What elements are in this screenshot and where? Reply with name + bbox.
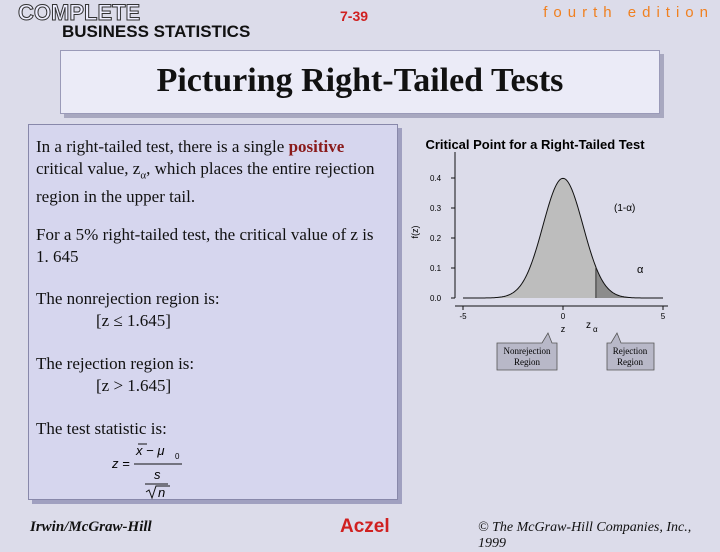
area-label: α bbox=[637, 264, 644, 276]
brand: BUSINESS STATISTICS bbox=[62, 22, 251, 41]
axis-label: z bbox=[561, 324, 566, 334]
callout-label: Nonrejection bbox=[504, 346, 551, 356]
critical-label: z bbox=[586, 320, 591, 331]
nonrejection-area bbox=[463, 178, 596, 298]
callout-label: Region bbox=[514, 357, 540, 367]
x-tick-label: -5 bbox=[459, 312, 467, 321]
y-tick-label: 0.0 bbox=[430, 294, 442, 303]
paragraph: The nonrejection region is: bbox=[36, 289, 220, 308]
formula-numerator: x − μ bbox=[135, 443, 164, 458]
figure: z = x − μ 0 s n Critical Point for a Rig… bbox=[111, 137, 668, 500]
footer-right: © The McGraw-Hill Companies, Inc., 1999 bbox=[478, 520, 692, 551]
emphasis: positive bbox=[288, 137, 345, 156]
text: critical value, z bbox=[36, 159, 141, 178]
y-tick-label: 0.4 bbox=[430, 174, 442, 183]
callout-label: Region bbox=[617, 357, 643, 367]
subscript: α bbox=[140, 169, 147, 182]
slide-number: 7-39 bbox=[340, 8, 369, 24]
paragraph: In a right-tailed test, there is a singl… bbox=[36, 136, 376, 208]
text: , which places the entire rejection regi… bbox=[36, 159, 375, 207]
footer-left: Irwin/McGraw-Hill bbox=[30, 519, 152, 535]
area-label: (1-α) bbox=[614, 203, 635, 214]
critical-label-sub: α bbox=[593, 325, 598, 334]
slide-title: Picturing Right-Tailed Tests bbox=[156, 62, 564, 99]
rule: [z ≤ 1.645] bbox=[96, 311, 171, 330]
text-box bbox=[28, 124, 398, 500]
title-box bbox=[60, 50, 660, 114]
formula-root: n bbox=[158, 485, 165, 500]
paragraph: The rejection region is: bbox=[36, 354, 195, 373]
plot: 0.00.10.20.30.4-5 0 5(1-α)αz z αNonrejection… bbox=[430, 152, 668, 371]
callout bbox=[496, 332, 558, 371]
y-tick-label: 0.2 bbox=[430, 234, 442, 243]
footer-center: Aczel bbox=[340, 516, 390, 537]
formula-subscript: 0 bbox=[175, 452, 180, 461]
edition: fourth edition bbox=[543, 4, 714, 21]
callout bbox=[606, 332, 655, 371]
rejection-area bbox=[595, 267, 663, 298]
figure-title: Critical Point for a Right-Tailed Test bbox=[425, 137, 645, 152]
paragraph: For a 5% right-tailed test, the critical… bbox=[36, 225, 374, 266]
paragraph: The test statistic is: bbox=[36, 419, 167, 438]
callout-label: Rejection bbox=[613, 346, 648, 356]
x-tick-label: 0 bbox=[561, 312, 566, 321]
axis-label: f(z) bbox=[410, 226, 420, 239]
slide: {"header": {"brand_line1": "COMPLETE", "… bbox=[17, 0, 714, 551]
y-tick-label: 0.3 bbox=[430, 204, 442, 213]
rule: [z > 1.645] bbox=[96, 376, 172, 395]
root-sign bbox=[145, 485, 170, 500]
x-tick-label: 5 bbox=[661, 312, 666, 321]
formula-lhs: z = bbox=[111, 456, 130, 471]
formula-denominator: s bbox=[154, 467, 161, 482]
density-curve bbox=[463, 177, 663, 299]
brand: COMPLETE bbox=[17, 0, 141, 25]
y-tick-label: 0.1 bbox=[430, 264, 442, 273]
text: In a right-tailed test, there is a singl… bbox=[36, 137, 289, 156]
